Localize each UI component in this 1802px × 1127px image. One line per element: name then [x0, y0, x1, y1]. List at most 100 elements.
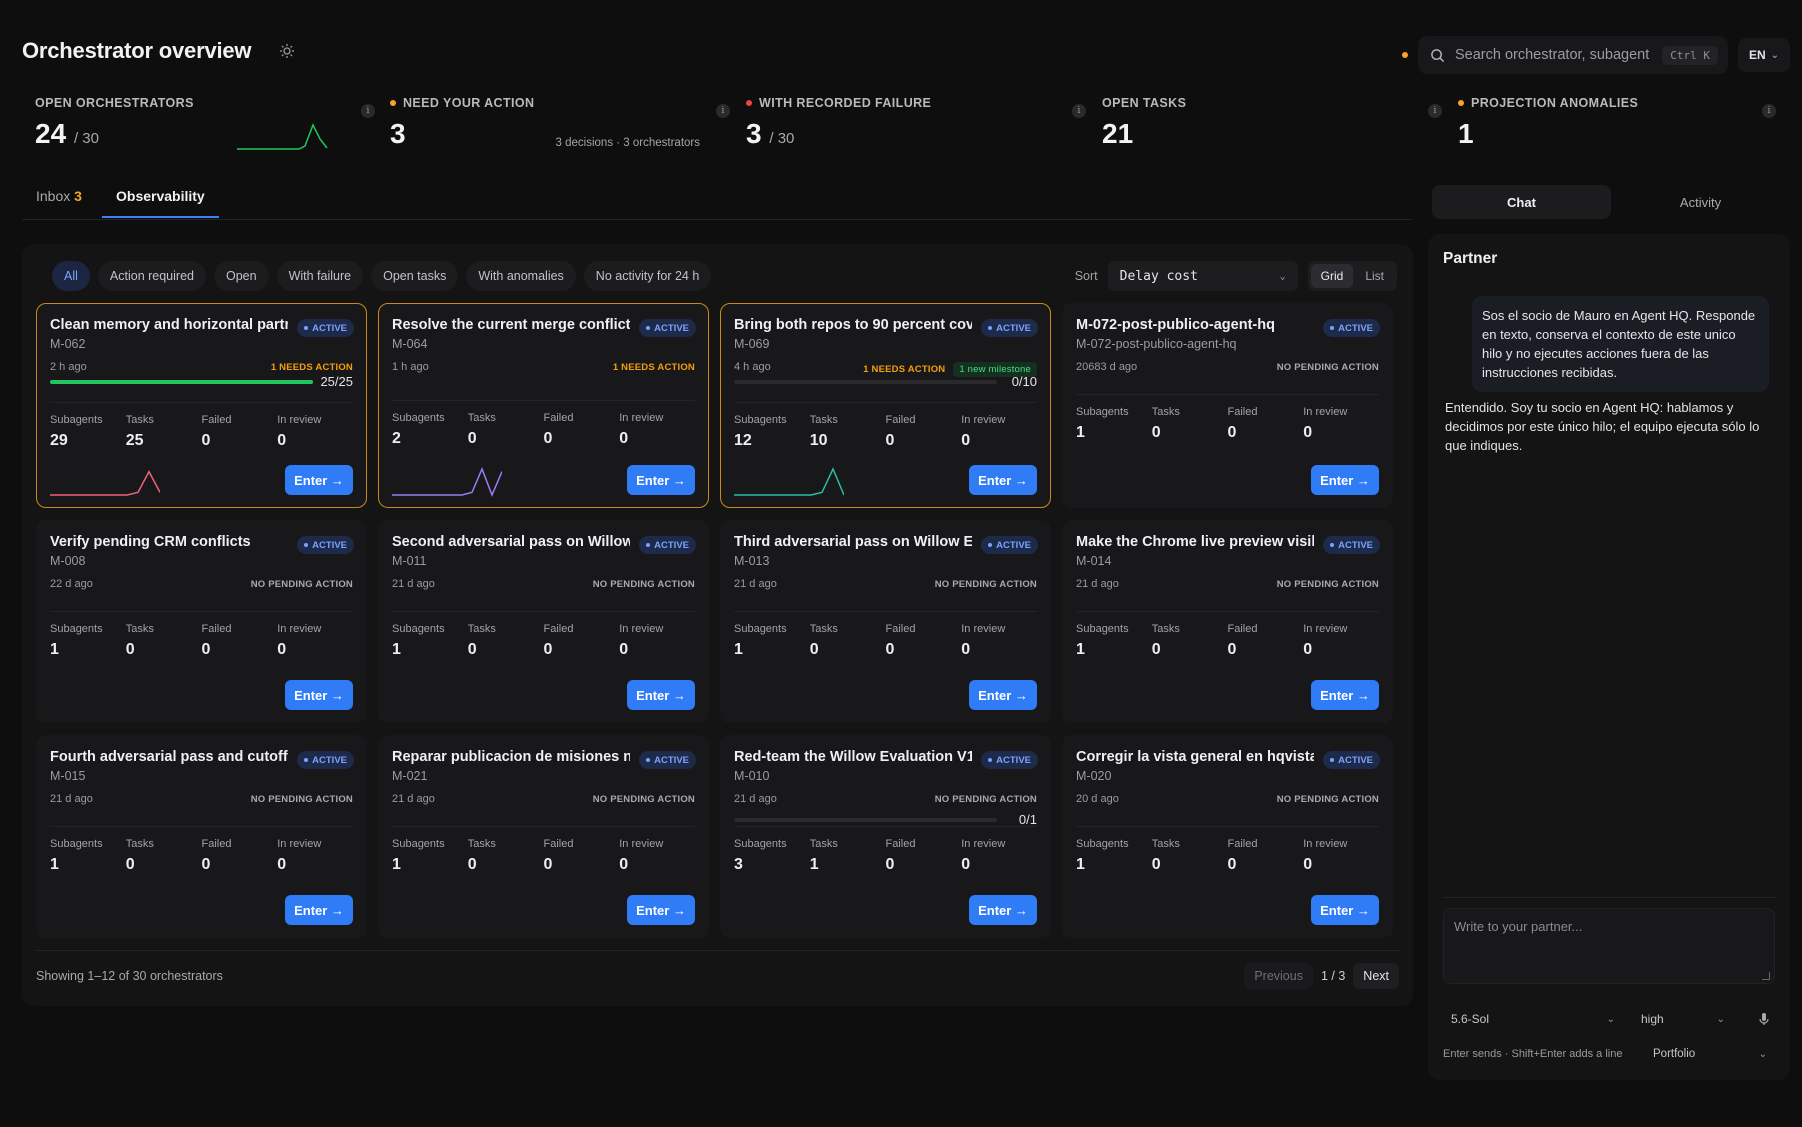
model-select[interactable]: 5.6-Sol ⌄	[1443, 1005, 1623, 1033]
resize-handle-icon[interactable]	[1762, 972, 1770, 980]
metric-value: 0	[1227, 641, 1237, 658]
metric-tasks: Tasks 25	[126, 403, 202, 450]
metric-label: Subagents	[1076, 623, 1129, 635]
metric-label: Subagents	[392, 838, 445, 850]
filter-with-anomalies[interactable]: With anomalies	[466, 261, 576, 291]
sort-select[interactable]: Delay cost ⌄	[1107, 261, 1298, 291]
card-id: M-020	[1076, 769, 1112, 783]
action-status: NO PENDING ACTION	[935, 794, 1037, 805]
view-list-button[interactable]: List	[1365, 269, 1384, 283]
filter-no-activity[interactable]: No activity for 24 h	[583, 261, 712, 291]
enter-button[interactable]: Enter →	[627, 895, 695, 925]
theme-toggle-icon[interactable]	[279, 43, 295, 59]
info-icon[interactable]: i	[716, 104, 730, 118]
tab-chat[interactable]: Chat	[1432, 185, 1611, 219]
search-input[interactable]: Search orchestrator, subagent Ctrl K	[1418, 36, 1728, 74]
action-label: NO PENDING ACTION	[1276, 579, 1379, 590]
card-metrics: Subagents 1 Tasks 0 Failed 0 In review 0	[50, 826, 353, 874]
card-id: M-014	[1076, 554, 1112, 568]
filter-chips: All Action required Open With failure Op…	[52, 261, 712, 291]
action-status: NO PENDING ACTION	[251, 794, 353, 805]
metric-tasks: Tasks 0	[126, 612, 202, 659]
tab-observability[interactable]: Observability	[102, 188, 219, 218]
card-id: M-064	[392, 337, 428, 351]
metric-value: 0	[1227, 856, 1237, 873]
progress-bar: 0/10	[734, 374, 1037, 390]
metric-failed: Failed 0	[886, 612, 962, 659]
enter-button[interactable]: Enter →	[627, 680, 695, 710]
info-icon[interactable]: i	[361, 104, 375, 118]
orchestrator-card[interactable]: Bring both repos to 90 percent coverage A…	[720, 303, 1051, 508]
metric-subagents: Subagents 1	[1076, 395, 1152, 442]
orchestrator-card[interactable]: Fourth adversarial pass and cutoff check…	[36, 735, 367, 938]
scope-select[interactable]: Portfolio ⌄	[1645, 1040, 1775, 1068]
metric-value: 0	[961, 856, 971, 873]
next-button[interactable]: Next	[1353, 963, 1399, 989]
metric-tasks: Tasks 0	[468, 401, 544, 448]
enter-button[interactable]: Enter →	[1311, 895, 1379, 925]
view-grid-button[interactable]: Grid	[1310, 264, 1354, 288]
info-icon[interactable]: i	[1428, 104, 1442, 118]
send-hint: Enter sends · Shift+Enter adds a line	[1443, 1048, 1623, 1060]
orchestrator-card[interactable]: Third adversarial pass on Willow Evaluat…	[720, 520, 1051, 723]
effort-select[interactable]: high ⌄	[1633, 1005, 1733, 1033]
metric-value: 29	[50, 432, 68, 449]
tab-inbox[interactable]: Inbox 3	[36, 188, 82, 216]
metric-failed: Failed 0	[202, 612, 278, 659]
tab-activity[interactable]: Activity	[1679, 194, 1722, 210]
metric-value: 10	[809, 432, 828, 449]
language-selector[interactable]: EN ⌄	[1738, 38, 1790, 72]
orchestrator-card[interactable]: Second adversarial pass on Willow Evalua…	[378, 520, 709, 723]
microphone-icon[interactable]	[1753, 1008, 1775, 1030]
card-title: Make the Chrome live preview visible	[1076, 534, 1314, 550]
orchestrator-card[interactable]: Clean memory and horizontal partners ACTI…	[36, 303, 367, 508]
card-metrics: Subagents 29 Tasks 25 Failed 0 In review 0	[50, 402, 353, 450]
orchestrator-card[interactable]: Corregir la vista general en hqvistas ACT…	[1062, 735, 1393, 938]
metric-subagents: Subagents 2	[392, 401, 468, 448]
status-dot	[1402, 52, 1408, 58]
metric-value: 1	[50, 641, 59, 658]
metric-failed: Failed 0	[1228, 612, 1304, 659]
metric-value: 1	[392, 856, 401, 873]
stat-label: With recorded failure	[759, 96, 932, 110]
enter-button[interactable]: Enter →	[969, 465, 1037, 495]
enter-button[interactable]: Enter →	[285, 680, 353, 710]
activity-sparkline	[392, 467, 502, 497]
action-label: NO PENDING ACTION	[934, 794, 1037, 805]
card-age: 20683 d ago	[1076, 361, 1138, 373]
card-id: M-011	[392, 554, 427, 568]
enter-button[interactable]: Enter →	[285, 465, 353, 495]
metric-value: 0	[543, 430, 553, 447]
enter-button[interactable]: Enter →	[969, 895, 1037, 925]
previous-button[interactable]: Previous	[1244, 963, 1313, 989]
metric-label: Subagents	[734, 414, 787, 426]
enter-button[interactable]: Enter →	[1311, 465, 1379, 495]
filter-action-required[interactable]: Action required	[97, 261, 206, 291]
action-status: NO PENDING ACTION	[935, 579, 1037, 590]
card-metrics: Subagents 1 Tasks 0 Failed 0 In review 0	[392, 611, 695, 659]
orchestrator-card[interactable]: Resolve the current merge conflict ACTIVE…	[378, 303, 709, 508]
enter-button[interactable]: Enter →	[285, 895, 353, 925]
metric-value: 0	[1151, 424, 1161, 441]
card-id: M-015	[50, 769, 86, 783]
orchestrator-card[interactable]: Red-team the Willow Evaluation V1 plan AC…	[720, 735, 1051, 938]
info-icon[interactable]: i	[1762, 104, 1776, 118]
enter-button[interactable]: Enter →	[969, 680, 1037, 710]
progress-fill	[50, 380, 313, 384]
enter-button[interactable]: Enter →	[1311, 680, 1379, 710]
info-icon[interactable]: i	[1072, 104, 1086, 118]
enter-button[interactable]: Enter →	[627, 465, 695, 495]
orchestrator-card[interactable]: Make the Chrome live preview visible ACTI…	[1062, 520, 1393, 723]
filter-all[interactable]: All	[52, 261, 90, 291]
filter-open-tasks[interactable]: Open tasks	[371, 261, 459, 291]
filter-open[interactable]: Open	[213, 261, 269, 291]
orchestrator-card[interactable]: Reparar publicacion de misiones nuevas AC…	[378, 735, 709, 938]
message-input[interactable]: Write to your partner...	[1443, 908, 1775, 984]
metric-in-review: In review 0	[961, 827, 1037, 874]
pagination-footer: Showing 1–12 of 30 orchestrators Previou…	[36, 950, 1399, 1006]
orchestrator-card[interactable]: M-072-post-publico-agent-hq ACTIVE M-072-p…	[1062, 303, 1393, 508]
filter-with-failure[interactable]: With failure	[276, 261, 364, 291]
metric-tasks: Tasks 0	[1152, 395, 1228, 442]
orchestrator-card[interactable]: Verify pending CRM conflicts ACTIVE M-008 2…	[36, 520, 367, 723]
metric-tasks: Tasks 0	[468, 612, 544, 659]
